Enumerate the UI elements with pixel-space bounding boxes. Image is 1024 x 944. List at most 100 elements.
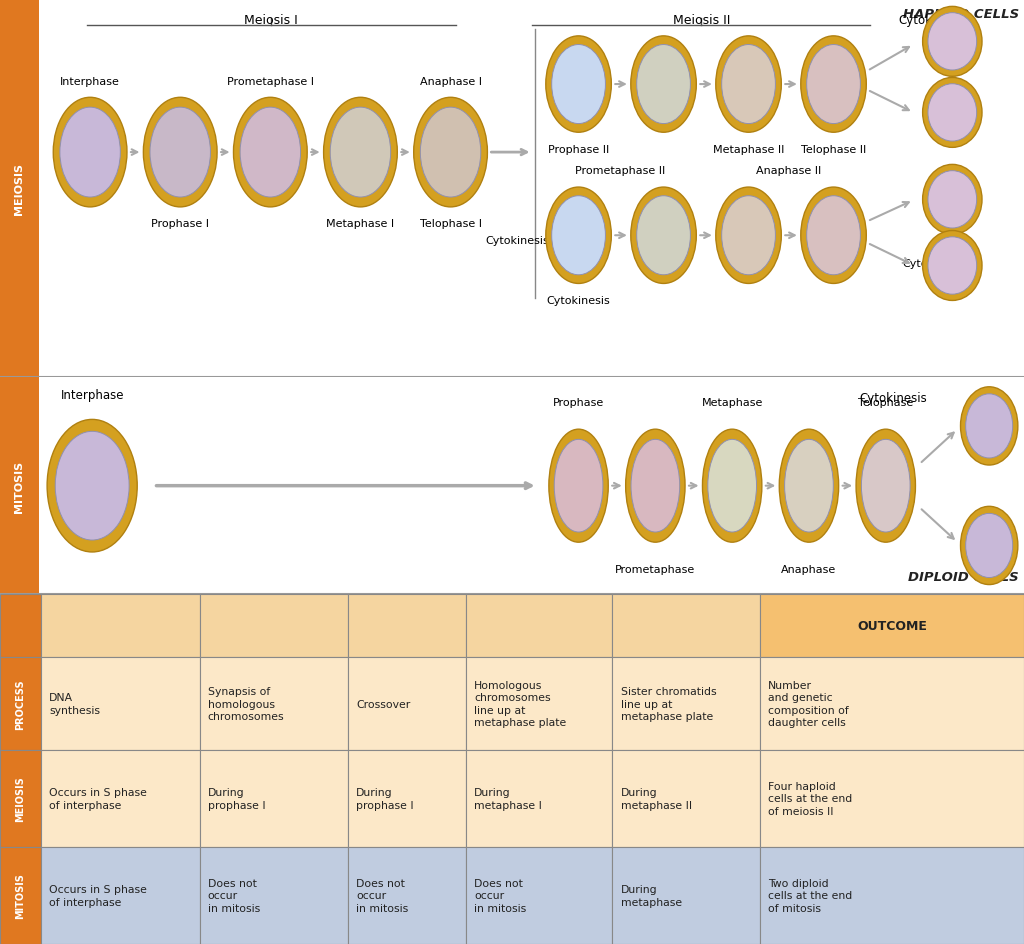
FancyBboxPatch shape <box>0 595 41 658</box>
Ellipse shape <box>784 440 834 532</box>
Text: Prophase II: Prophase II <box>548 144 609 155</box>
Ellipse shape <box>779 430 839 543</box>
Text: OUTCOME: OUTCOME <box>857 619 927 632</box>
Ellipse shape <box>716 37 781 133</box>
Text: MITOSIS: MITOSIS <box>15 872 26 919</box>
Ellipse shape <box>861 440 910 532</box>
FancyBboxPatch shape <box>466 847 612 944</box>
Ellipse shape <box>330 108 391 198</box>
FancyBboxPatch shape <box>348 847 466 944</box>
Text: Prometaphase II: Prometaphase II <box>575 165 666 176</box>
FancyBboxPatch shape <box>612 595 760 658</box>
Text: Metaphase II: Metaphase II <box>713 144 784 155</box>
Ellipse shape <box>150 108 211 198</box>
Ellipse shape <box>143 98 217 208</box>
FancyBboxPatch shape <box>200 658 348 750</box>
Ellipse shape <box>708 440 757 532</box>
FancyBboxPatch shape <box>0 0 39 378</box>
Ellipse shape <box>59 108 121 198</box>
Text: Anaphase: Anaphase <box>781 565 837 574</box>
FancyBboxPatch shape <box>612 750 760 847</box>
Ellipse shape <box>923 8 982 77</box>
Ellipse shape <box>722 196 775 276</box>
Ellipse shape <box>626 430 685 543</box>
FancyBboxPatch shape <box>41 750 200 847</box>
Text: Metaphase: Metaphase <box>701 398 763 408</box>
Text: DNA
synthesis: DNA synthesis <box>49 693 100 715</box>
Ellipse shape <box>807 196 860 276</box>
FancyBboxPatch shape <box>0 378 39 595</box>
FancyBboxPatch shape <box>466 658 612 750</box>
FancyBboxPatch shape <box>466 750 612 847</box>
FancyBboxPatch shape <box>41 847 200 944</box>
Ellipse shape <box>631 37 696 133</box>
Ellipse shape <box>552 45 605 125</box>
Text: Telophase: Telophase <box>858 398 913 408</box>
FancyBboxPatch shape <box>466 595 612 658</box>
FancyBboxPatch shape <box>760 750 1024 847</box>
Text: Cytokinesis: Cytokinesis <box>485 236 549 246</box>
Text: Occurs in S phase
of interphase: Occurs in S phase of interphase <box>49 885 147 906</box>
Ellipse shape <box>631 188 696 284</box>
Ellipse shape <box>702 430 762 543</box>
Text: Number
and genetic
composition of
daughter cells: Number and genetic composition of daught… <box>768 681 849 728</box>
Text: During
metaphase I: During metaphase I <box>474 787 542 810</box>
Text: Cytokinesis: Cytokinesis <box>547 295 610 306</box>
Text: MITOSIS: MITOSIS <box>14 460 25 513</box>
Ellipse shape <box>637 196 690 276</box>
Text: Synapsis of
homologous
chromosomes: Synapsis of homologous chromosomes <box>208 686 285 721</box>
Ellipse shape <box>856 430 915 543</box>
Text: PROCESS: PROCESS <box>15 679 26 729</box>
Ellipse shape <box>923 165 982 235</box>
Ellipse shape <box>928 13 977 71</box>
FancyBboxPatch shape <box>200 847 348 944</box>
Text: Interphase: Interphase <box>60 389 124 401</box>
Text: Telophase II: Telophase II <box>801 144 866 155</box>
Ellipse shape <box>722 45 775 125</box>
Text: Anaphase I: Anaphase I <box>420 76 481 87</box>
FancyBboxPatch shape <box>348 658 466 750</box>
FancyBboxPatch shape <box>0 750 41 847</box>
Text: Metaphase I: Metaphase I <box>327 219 394 229</box>
Text: During
metaphase II: During metaphase II <box>621 787 691 810</box>
Text: Homologous
chromosomes
line up at
metaphase plate: Homologous chromosomes line up at metaph… <box>474 681 566 728</box>
FancyBboxPatch shape <box>41 658 200 750</box>
Text: HAPLOID CELLS: HAPLOID CELLS <box>903 8 1019 22</box>
Ellipse shape <box>966 395 1013 459</box>
Text: Cytokinesis: Cytokinesis <box>859 392 927 405</box>
Ellipse shape <box>716 188 781 284</box>
Text: Prometaphase: Prometaphase <box>615 565 695 574</box>
Text: Occurs in S phase
of interphase: Occurs in S phase of interphase <box>49 787 147 810</box>
Ellipse shape <box>53 98 127 208</box>
FancyBboxPatch shape <box>0 658 41 750</box>
Ellipse shape <box>961 507 1018 585</box>
Ellipse shape <box>414 98 487 208</box>
Text: MEIOSIS: MEIOSIS <box>15 776 26 821</box>
Ellipse shape <box>807 45 860 125</box>
Text: Cytokinesis: Cytokinesis <box>902 259 966 269</box>
Text: During
metaphase: During metaphase <box>621 885 682 906</box>
FancyBboxPatch shape <box>200 595 348 658</box>
Ellipse shape <box>546 37 611 133</box>
FancyBboxPatch shape <box>760 658 1024 750</box>
Text: During
prophase I: During prophase I <box>208 787 265 810</box>
FancyBboxPatch shape <box>0 847 41 944</box>
Text: Meiosis I: Meiosis I <box>245 14 298 27</box>
Text: Interphase: Interphase <box>60 76 120 87</box>
Text: Does not
occur
in mitosis: Does not occur in mitosis <box>356 878 409 913</box>
Text: Prometaphase I: Prometaphase I <box>227 76 313 87</box>
Ellipse shape <box>631 440 680 532</box>
FancyBboxPatch shape <box>41 595 200 658</box>
Text: Cytokinesis: Cytokinesis <box>898 14 966 27</box>
Text: Prophase: Prophase <box>553 398 604 408</box>
Ellipse shape <box>55 431 129 541</box>
Text: During
prophase I: During prophase I <box>356 787 414 810</box>
Text: Four haploid
cells at the end
of meiosis II: Four haploid cells at the end of meiosis… <box>768 781 852 816</box>
Text: Two diploid
cells at the end
of mitosis: Two diploid cells at the end of mitosis <box>768 878 852 913</box>
Ellipse shape <box>324 98 397 208</box>
Text: MEIOSIS: MEIOSIS <box>14 162 25 215</box>
Ellipse shape <box>928 85 977 142</box>
Text: DIPLOID CELLS: DIPLOID CELLS <box>908 571 1019 583</box>
Ellipse shape <box>928 172 977 228</box>
FancyBboxPatch shape <box>348 750 466 847</box>
